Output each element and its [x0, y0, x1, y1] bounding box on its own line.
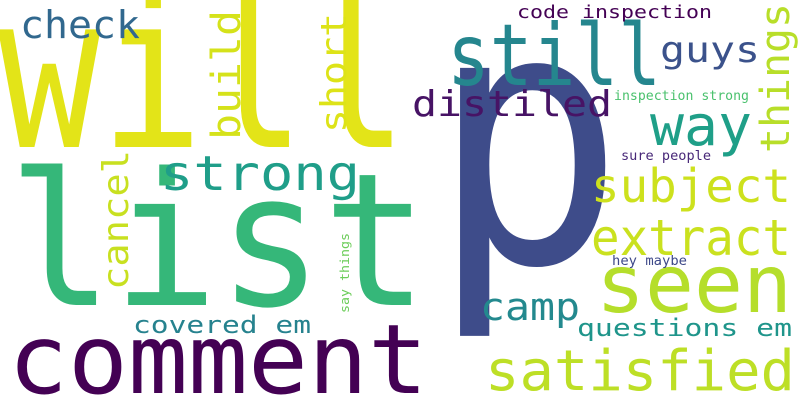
word-extract: extract: [591, 209, 791, 267]
word-p: p: [430, 0, 625, 346]
word-guys: guys: [660, 30, 760, 71]
word-list: list: [8, 133, 428, 349]
word-sure-people: sure people: [621, 149, 711, 164]
word-hey-maybe: hey maybe: [612, 254, 687, 269]
word-distiled: distiled: [412, 84, 612, 125]
word-still: still: [447, 6, 661, 106]
word-things: things: [753, 3, 799, 153]
word-questions-em: questions em: [577, 314, 792, 342]
word-code-inspection: code inspection: [517, 2, 712, 23]
word-check: check: [20, 3, 140, 47]
word-short: short: [314, 13, 355, 133]
word-build: build: [204, 10, 250, 140]
word-comment: comment: [8, 304, 428, 400]
word-camp: camp: [480, 285, 580, 329]
word-strong: strong: [160, 146, 360, 202]
word-covered-em: covered em: [133, 311, 311, 339]
word-satisfied: satisfied: [485, 339, 795, 400]
word-inspection-strong: inspection strong: [614, 89, 749, 104]
word-will: will: [0, 0, 408, 198]
word-seen: seen: [596, 238, 792, 331]
word-way: way: [650, 94, 752, 159]
word-subject: subject: [591, 159, 791, 213]
word-cancel: cancel: [96, 150, 137, 290]
word-say-things: say things: [338, 233, 352, 313]
